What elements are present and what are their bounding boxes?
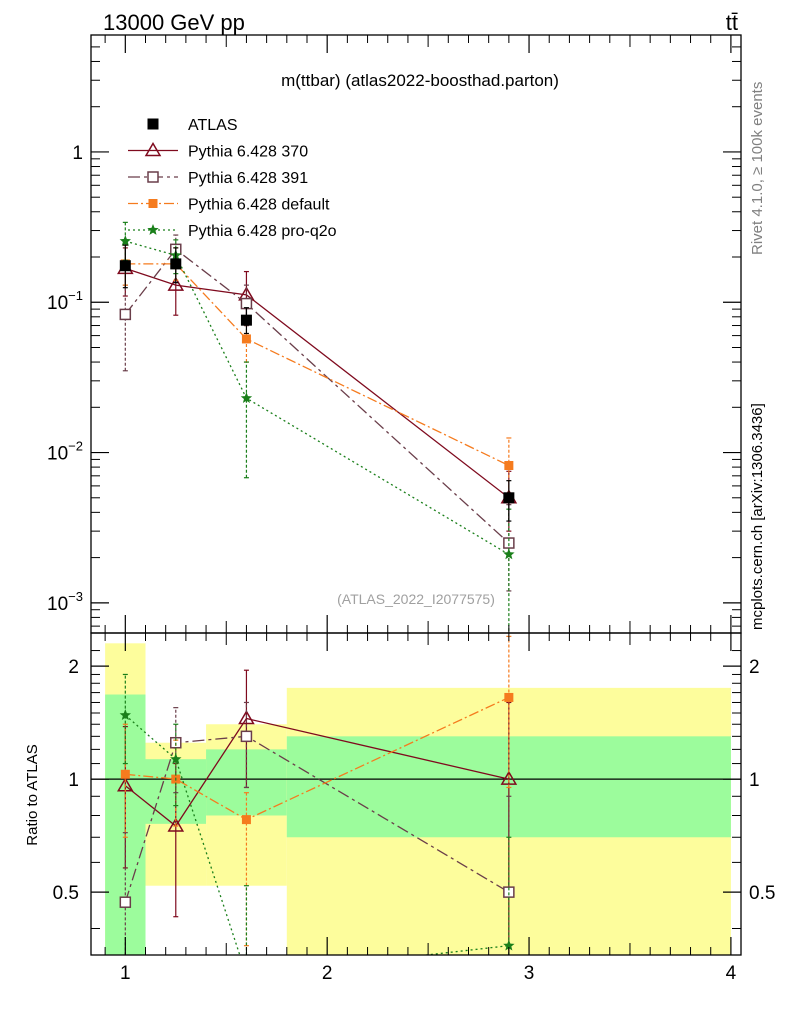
ratio-series-layer xyxy=(117,635,518,980)
main-y-tick-label: 1 xyxy=(72,143,83,164)
legend-label-pq2o: Pythia 6.428 pro-q2o xyxy=(188,223,337,240)
mcplots-label: mcplots.cern.ch [arXiv:1306.3436] xyxy=(749,403,766,630)
ratio-p370-point xyxy=(167,817,185,832)
main-pq2o-line xyxy=(125,240,510,555)
main-y-tick-label: 10−3 xyxy=(47,589,83,615)
energy-label: 13000 GeV pp xyxy=(103,10,245,35)
main-data-point xyxy=(119,260,131,272)
main-p391-point xyxy=(240,297,253,310)
ratio-pdefault-point xyxy=(120,769,130,779)
legend-label-p370: Pythia 6.428 370 xyxy=(188,144,308,161)
ratio-y-tick-label: 1 xyxy=(68,770,79,791)
main-p391-point xyxy=(503,537,515,549)
ratio-p370-line xyxy=(124,717,510,827)
legend-marker-pq2o xyxy=(147,224,159,235)
main-y-tick-exponent: −2 xyxy=(68,439,83,454)
main-axes: 10−3 10−2 10−1 1 xyxy=(47,34,742,634)
legend-marker-p391 xyxy=(147,171,159,183)
process-label: tt̄ xyxy=(726,10,738,35)
x-tick-label: 3 xyxy=(524,963,535,984)
ratio-pq2o-point xyxy=(503,939,515,951)
main-data-point xyxy=(170,258,182,270)
ratio-y-axis-label: Ratio to ATLAS xyxy=(24,744,41,845)
main-pdefault-line xyxy=(125,263,510,467)
ratio-p391-line xyxy=(124,735,510,903)
ratio-y-tick-label: 2 xyxy=(68,657,79,678)
main-pq2o-point xyxy=(119,235,132,246)
main-y-tick-label: 10−1 xyxy=(47,288,83,314)
main-p391-line xyxy=(124,248,510,544)
main-y-tick-exponent: −1 xyxy=(68,288,83,303)
x-tick-label: 4 xyxy=(726,963,737,984)
main-data-point xyxy=(240,314,252,326)
main-y-tick-label: 10−2 xyxy=(47,439,83,465)
main-pdefault-point xyxy=(241,334,251,344)
ratio-frame xyxy=(90,632,742,956)
analysis-watermark: (ATLAS_2022_I2077575) xyxy=(337,591,495,607)
ratio-p370-point xyxy=(500,770,518,785)
main-data-point xyxy=(503,492,515,504)
x-tick-label: 2 xyxy=(322,963,333,984)
ratio-pq2o-line xyxy=(124,714,509,955)
ratio-p370-point xyxy=(238,710,255,725)
main-series-layer xyxy=(117,221,518,633)
legend-label-data: ATLAS xyxy=(188,117,238,134)
main-pq2o-point xyxy=(503,548,515,560)
ratio-pdefault-line xyxy=(125,696,510,821)
main-p370-line xyxy=(125,267,510,499)
ratio-axes: 0.5 0.5 1 1 2 2 1 2 3 4 xyxy=(53,632,775,984)
legend-label-p391: Pythia 6.428 391 xyxy=(188,170,308,187)
ratio-pq2o-point xyxy=(170,753,182,765)
ratio-pq2o-point xyxy=(241,969,252,980)
ratio-pdefault-point xyxy=(241,815,251,825)
main-y-tick-exponent: −3 xyxy=(68,589,83,604)
ratio-y-tick-label: 0.5 xyxy=(53,883,79,904)
ratio-y-tick-label-right: 1 xyxy=(749,770,760,791)
legend-marker-pdefault xyxy=(148,199,158,208)
x-tick-label: 1 xyxy=(120,963,131,984)
ratio-pdefault-point xyxy=(504,692,514,702)
rivet-version-label: Rivet 4.1.0, ≥ 100k events xyxy=(749,82,766,255)
ratio-bands xyxy=(91,643,741,955)
ratio-p391-point xyxy=(503,886,515,898)
ratio-p391-point xyxy=(119,896,132,908)
legend-marker-data xyxy=(147,118,159,130)
main-pq2o-point xyxy=(240,392,253,404)
ratio-y-tick-label-right: 2 xyxy=(749,657,760,678)
legend-label-pdefault: Pythia 6.428 default xyxy=(188,197,330,214)
ratio-p391-point xyxy=(240,730,253,743)
ratio-y-tick-label-right: 0.5 xyxy=(749,883,775,904)
legend: ATLAS Pythia 6.428 370 Pythia 6.428 391 Pyt… xyxy=(128,117,337,240)
main-plot-title: m(ttbar) (atlas2022-boosthad.parton) xyxy=(281,71,559,90)
main-p391-point xyxy=(119,308,132,321)
ratio-pq2o-point xyxy=(119,709,132,721)
legend-marker-p370 xyxy=(144,142,162,157)
main-p370-point xyxy=(167,276,185,291)
main-pdefault-point xyxy=(504,460,514,470)
